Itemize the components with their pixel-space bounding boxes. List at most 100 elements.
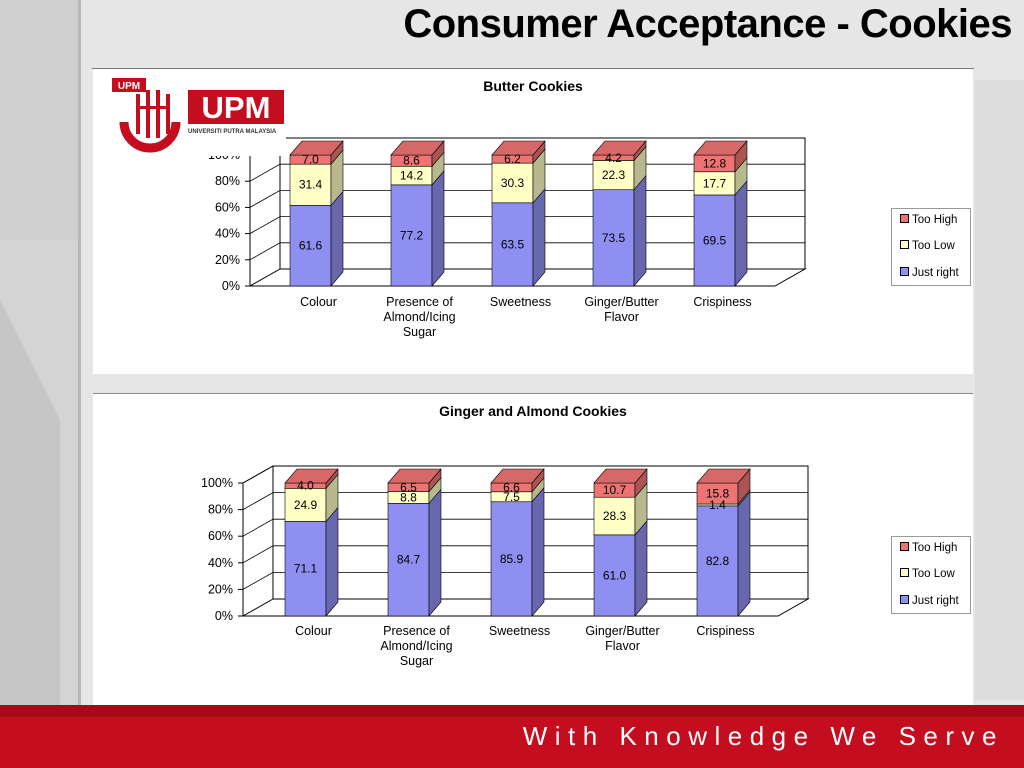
y-tick-label: 0% bbox=[215, 609, 233, 623]
bar-segment bbox=[289, 205, 332, 287]
y-tick-label: 80% bbox=[215, 174, 240, 188]
title-divider bbox=[92, 68, 974, 69]
bar-top bbox=[289, 140, 344, 156]
bar-segment-side bbox=[634, 520, 648, 617]
data-label: 8.6 bbox=[403, 154, 420, 168]
data-label: 84.7 bbox=[397, 553, 421, 567]
bar-top bbox=[593, 468, 648, 484]
data-label: 8.8 bbox=[400, 490, 417, 504]
data-label: 4.2 bbox=[605, 151, 622, 165]
bar-segment bbox=[387, 503, 430, 617]
footer-bar: With Knowledge We Serve bbox=[0, 705, 1024, 768]
y-tick-label: 60% bbox=[215, 200, 240, 214]
legend-label: Just right bbox=[912, 267, 959, 279]
y-tick-label: 60% bbox=[208, 529, 233, 543]
data-label: 77.2 bbox=[400, 228, 424, 242]
legend-swatch bbox=[900, 595, 909, 604]
legend-swatch bbox=[900, 267, 909, 276]
bar-top bbox=[490, 468, 545, 484]
legend-swatch bbox=[900, 568, 909, 577]
data-label: 10.7 bbox=[603, 483, 627, 497]
bar-segment-side bbox=[737, 491, 751, 617]
data-label: 1.4 bbox=[709, 498, 726, 512]
logo-text: UPM bbox=[202, 90, 271, 125]
bar-top bbox=[284, 468, 339, 484]
bar-segment bbox=[289, 163, 332, 206]
bar-segment bbox=[696, 505, 739, 617]
legend-label: Too Low bbox=[912, 568, 955, 580]
legend-item-just-right: Just right bbox=[900, 594, 959, 608]
y-tick-label: 20% bbox=[208, 582, 233, 596]
x-category-label: Sweetness bbox=[489, 624, 550, 638]
chart-title: Ginger and Almond Cookies bbox=[439, 403, 627, 419]
bar-top bbox=[390, 140, 445, 156]
data-label: 82.8 bbox=[706, 554, 730, 568]
chart-title: Butter Cookies bbox=[483, 78, 583, 94]
bar-top bbox=[696, 468, 751, 484]
data-label: 7.5 bbox=[503, 490, 520, 504]
legend-item-just-right: Just right bbox=[900, 266, 959, 280]
x-category-label: Crispiness bbox=[693, 295, 751, 309]
data-label: 7.0 bbox=[302, 153, 319, 167]
data-label: 12.8 bbox=[703, 156, 727, 170]
legend-swatch bbox=[900, 240, 909, 249]
data-label: 6.5 bbox=[400, 480, 417, 494]
y-tick-label: 40% bbox=[215, 227, 240, 241]
legend-label: Too High bbox=[912, 214, 958, 226]
x-category-label: Crispiness bbox=[696, 624, 754, 638]
legend-item-too-low: Too Low bbox=[900, 239, 955, 253]
x-category-label: Colour bbox=[300, 295, 337, 309]
x-category-label: Ginger/Butter Flavor bbox=[585, 624, 659, 653]
bar-top bbox=[693, 140, 748, 156]
legend-label: Too Low bbox=[912, 240, 955, 252]
data-label: 17.7 bbox=[703, 176, 727, 190]
slide-title: Consumer Acceptance - Cookies bbox=[403, 2, 1012, 46]
y-tick-label: 0% bbox=[222, 279, 240, 293]
bar-segment bbox=[390, 184, 433, 287]
data-label: 30.3 bbox=[501, 176, 525, 190]
data-label: 69.5 bbox=[703, 233, 727, 247]
bar-segment bbox=[491, 202, 534, 287]
x-category-label: Colour bbox=[295, 624, 332, 638]
x-category-label: Presence of Almond/Icing Sugar bbox=[383, 295, 455, 339]
data-label: 73.5 bbox=[602, 231, 626, 245]
legend-item-too-low: Too Low bbox=[900, 567, 955, 581]
bar-segment-side bbox=[428, 488, 442, 617]
legend-butter: Too High Too Low Just right bbox=[891, 208, 971, 286]
gridline bbox=[242, 465, 808, 484]
logo-subtext: UNIVERSITI PUTRA MALAYSIA bbox=[188, 129, 277, 135]
legend-label: Just right bbox=[912, 595, 959, 607]
legend-swatch bbox=[900, 214, 909, 223]
data-label: 4.0 bbox=[297, 479, 314, 493]
data-label: 31.4 bbox=[299, 178, 323, 192]
bar-top bbox=[387, 468, 442, 484]
y-tick-label: 40% bbox=[208, 556, 233, 570]
y-tick-label: 100% bbox=[201, 476, 233, 490]
data-label: 15.8 bbox=[706, 487, 730, 501]
data-label: 61.6 bbox=[299, 239, 323, 253]
x-category-label: Sweetness bbox=[490, 295, 551, 309]
bar-top bbox=[592, 140, 647, 156]
bar-segment-side bbox=[531, 486, 545, 617]
bar-segment bbox=[491, 162, 534, 204]
legend-item-too-high: Too High bbox=[900, 541, 957, 555]
bar-segment bbox=[490, 501, 533, 617]
bar-segment bbox=[592, 189, 635, 287]
x-category-label: Presence of Almond/Icing Sugar bbox=[380, 624, 452, 668]
logo-mini-text: UPM bbox=[118, 81, 140, 92]
data-label: 22.3 bbox=[602, 168, 626, 182]
data-label: 28.3 bbox=[603, 509, 627, 523]
data-label: 63.5 bbox=[501, 237, 525, 251]
y-tick-label: 80% bbox=[208, 503, 233, 517]
data-label: 24.9 bbox=[294, 498, 318, 512]
x-category-label: Ginger/Butter Flavor bbox=[584, 295, 658, 324]
footer-slogan: With Knowledge We Serve bbox=[522, 721, 1004, 751]
bar-segment bbox=[592, 160, 635, 191]
data-label: 85.9 bbox=[500, 552, 524, 566]
data-label: 71.1 bbox=[294, 562, 318, 576]
chart-side-wall bbox=[242, 465, 274, 616]
y-tick-label: 20% bbox=[215, 253, 240, 267]
legend-label: Too High bbox=[912, 542, 958, 554]
bar-segment-side bbox=[325, 506, 339, 617]
